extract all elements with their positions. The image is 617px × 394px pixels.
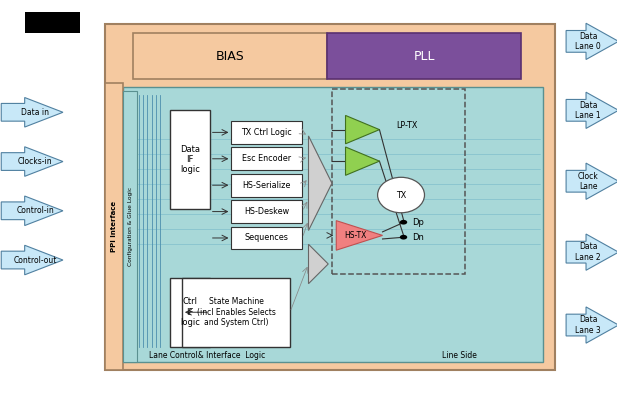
Text: Control-out: Control-out (14, 256, 57, 264)
Bar (25, 12, 80, 33)
Bar (123, 91, 137, 362)
Bar (170, 110, 210, 209)
Bar (231, 200, 302, 223)
Text: Data
Lane 0: Data Lane 0 (575, 32, 601, 51)
Text: Clocks-in: Clocks-in (18, 157, 52, 166)
Bar (170, 278, 210, 347)
Bar (105, 24, 555, 370)
Text: Lane Control& Interface  Logic: Lane Control& Interface Logic (149, 351, 265, 360)
Bar (114, 81, 552, 368)
Bar (120, 85, 546, 364)
Text: HS-TX: HS-TX (344, 231, 367, 240)
Bar (231, 147, 302, 170)
Text: Data
Lane 2: Data Lane 2 (575, 242, 601, 262)
Polygon shape (1, 196, 63, 225)
Bar (332, 89, 465, 274)
Bar (182, 278, 290, 347)
Polygon shape (566, 23, 617, 59)
Text: Line Side: Line Side (442, 351, 477, 360)
Polygon shape (308, 136, 332, 230)
Text: Dn: Dn (412, 233, 424, 242)
Bar (105, 83, 123, 370)
Bar (117, 83, 549, 366)
Polygon shape (1, 245, 63, 275)
Text: Configuration & Glue Logic: Configuration & Glue Logic (128, 187, 133, 266)
Bar (111, 79, 555, 370)
Polygon shape (566, 92, 617, 128)
Polygon shape (566, 163, 617, 199)
Text: HS-Serialize: HS-Serialize (242, 181, 291, 190)
Text: TX: TX (396, 191, 406, 199)
Text: Sequences: Sequences (245, 234, 289, 242)
Polygon shape (566, 234, 617, 270)
Text: Esc Encoder: Esc Encoder (242, 154, 291, 163)
Text: Ctrl
IF
logic: Ctrl IF logic (180, 297, 200, 327)
Polygon shape (1, 147, 63, 177)
Text: Dp: Dp (412, 218, 424, 227)
Text: PPI Interface: PPI Interface (111, 201, 117, 252)
Bar (327, 33, 521, 79)
Text: Data
Lane 1: Data Lane 1 (575, 100, 601, 120)
Text: Data in: Data in (21, 108, 49, 117)
Bar (123, 87, 543, 362)
Bar (231, 227, 302, 249)
Bar (231, 174, 302, 197)
Polygon shape (336, 221, 383, 250)
Text: HS-Deskew: HS-Deskew (244, 207, 289, 216)
Text: State Machine
(incl Enables Selects
and System Ctrl): State Machine (incl Enables Selects and … (197, 297, 275, 327)
Polygon shape (566, 307, 617, 343)
Polygon shape (346, 115, 379, 144)
Text: Data
IF
logic: Data IF logic (180, 145, 200, 175)
Polygon shape (346, 147, 379, 175)
Text: TX Ctrl Logic: TX Ctrl Logic (241, 128, 292, 137)
Polygon shape (1, 98, 63, 127)
Polygon shape (308, 244, 328, 284)
Circle shape (400, 220, 407, 225)
Text: Data
Lane 3: Data Lane 3 (575, 315, 601, 335)
Text: Control-in: Control-in (16, 206, 54, 215)
Text: BIAS: BIAS (215, 50, 244, 63)
Text: Clock
Lane: Clock Lane (578, 171, 598, 191)
Text: PLL: PLL (413, 50, 435, 63)
Ellipse shape (378, 177, 424, 213)
Text: LP-TX: LP-TX (397, 121, 418, 130)
Bar (133, 33, 327, 79)
Bar (231, 121, 302, 144)
Circle shape (400, 235, 407, 240)
